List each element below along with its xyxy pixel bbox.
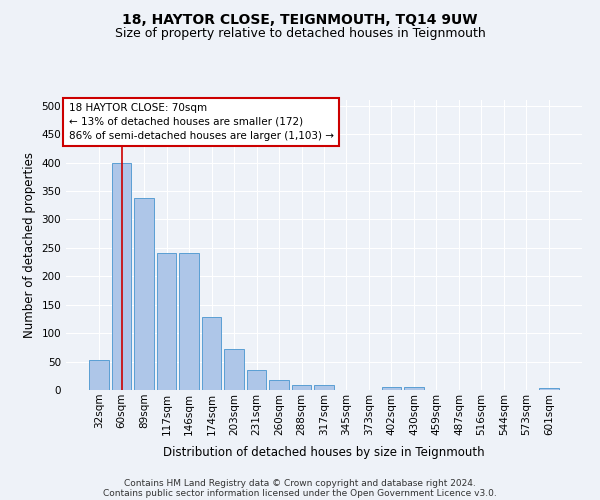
Bar <box>269 380 289 390</box>
Bar <box>202 317 221 390</box>
Text: Contains HM Land Registry data © Crown copyright and database right 2024.: Contains HM Land Registry data © Crown c… <box>124 478 476 488</box>
Bar <box>382 386 401 390</box>
Bar <box>89 360 109 390</box>
Text: 18 HAYTOR CLOSE: 70sqm
← 13% of detached houses are smaller (172)
86% of semi-de: 18 HAYTOR CLOSE: 70sqm ← 13% of detached… <box>68 103 334 141</box>
Bar <box>134 198 154 390</box>
Y-axis label: Number of detached properties: Number of detached properties <box>23 152 36 338</box>
Bar <box>404 386 424 390</box>
X-axis label: Distribution of detached houses by size in Teignmouth: Distribution of detached houses by size … <box>163 446 485 459</box>
Text: 18, HAYTOR CLOSE, TEIGNMOUTH, TQ14 9UW: 18, HAYTOR CLOSE, TEIGNMOUTH, TQ14 9UW <box>122 12 478 26</box>
Text: Contains public sector information licensed under the Open Government Licence v3: Contains public sector information licen… <box>103 488 497 498</box>
Bar <box>157 253 176 390</box>
Bar <box>112 162 131 390</box>
Bar <box>539 388 559 390</box>
Text: Size of property relative to detached houses in Teignmouth: Size of property relative to detached ho… <box>115 28 485 40</box>
Bar <box>224 349 244 390</box>
Bar <box>247 370 266 390</box>
Bar <box>314 386 334 390</box>
Bar <box>292 386 311 390</box>
Bar <box>179 253 199 390</box>
